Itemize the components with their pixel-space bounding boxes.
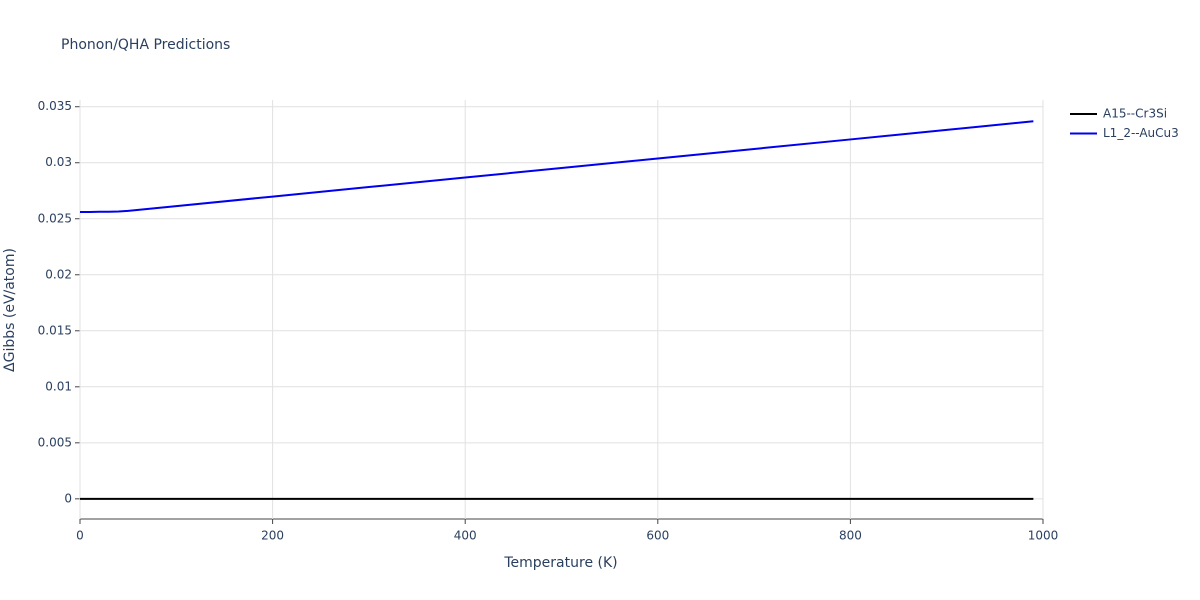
x-tick-label: 600 [646,529,669,543]
y-tick-label: 0.03 [45,155,72,169]
y-tick-label: 0.035 [38,99,72,113]
y-tick-label: 0.015 [38,323,72,337]
legend-label: L1_2--AuCu3 [1103,126,1179,140]
x-axis-title: Temperature (K) [503,555,617,571]
y-tick-label: 0.02 [45,267,72,281]
x-tick-label: 800 [839,529,862,543]
y-tick-label: 0.005 [38,435,72,449]
legend-label: A15--Cr3Si [1103,107,1167,121]
x-tick-label: 1000 [1028,529,1059,543]
x-tick-label: 200 [261,529,284,543]
y-tick-label: 0.025 [38,211,72,225]
x-tick-label: 400 [454,529,477,543]
series-line [80,120,1034,214]
y-tick-label: 0 [64,491,72,505]
y-tick-label: 0.01 [45,379,72,393]
x-tick-label: 0 [76,529,84,543]
y-axis-title: ΔGibbs (eV/atom) [2,248,18,372]
chart-title: Phonon/QHA Predictions [61,37,230,53]
